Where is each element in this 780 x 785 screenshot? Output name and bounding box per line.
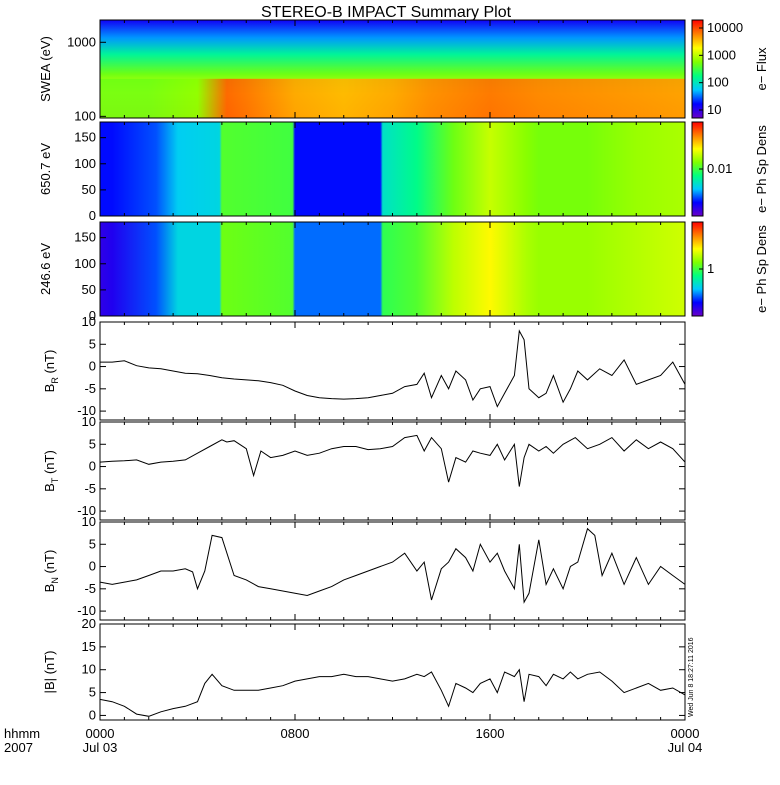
- x-tick-date-label: Jul 03: [83, 740, 118, 755]
- colorbar-tick-label: 10: [707, 102, 721, 117]
- colorbar-label: e− Ph Sp Dens: [754, 225, 769, 313]
- y-tick-label: 5: [89, 685, 96, 700]
- y-tick-label: 0: [89, 308, 96, 323]
- series-line-bmag: [99, 668, 686, 717]
- y-tick-label: -5: [84, 481, 96, 496]
- y-tick-label: 150: [74, 230, 96, 245]
- plot-title: STEREO-B IMPACT Summary Plot: [261, 4, 512, 21]
- y-tick-label: 0: [89, 559, 96, 574]
- pitch-angle-spectrogram: [100, 122, 685, 216]
- pitch-angle-spectrogram: [100, 222, 685, 316]
- colorbar-label: e− Ph Sp Dens: [754, 125, 769, 213]
- panel-br: -10 -5 0 5 10 BR (nT): [42, 314, 686, 421]
- y-tick-label: 10: [82, 514, 96, 529]
- series-line-br: [100, 329, 686, 408]
- y-tick-label: 0: [89, 459, 96, 474]
- swea-low-energy-band: [100, 78, 685, 118]
- y-tick-label: 10: [82, 662, 96, 677]
- colorbar-tick-label: 0.01: [707, 161, 732, 176]
- panel-frame: [99, 521, 686, 621]
- y-axis-label: 650.7 eV: [38, 143, 53, 195]
- panel-650-7-ev-pitch-angle: 650.7 eV 0 50 100 150 0.01 e− Ph Sp Dens: [38, 121, 769, 223]
- y-tick-label: -5: [84, 381, 96, 396]
- y-tick-label: 0: [89, 208, 96, 223]
- colorbar: [692, 222, 703, 316]
- y-tick-label: 150: [74, 130, 96, 145]
- colorbar-label: e− Flux: [754, 47, 769, 90]
- y-tick-label: -5: [84, 581, 96, 596]
- y-tick-label: 10: [82, 314, 96, 329]
- colorbar-tick-label: 1: [707, 261, 714, 276]
- panel-bn: -10 -5 0 5 10 BN (nT): [42, 514, 686, 621]
- y-tick-label: 100: [74, 156, 96, 171]
- y-tick-label: 50: [82, 282, 96, 297]
- series-line-bn: [99, 527, 686, 604]
- x-row1-label: hhmm: [4, 726, 40, 741]
- series-line-bt: [99, 434, 686, 487]
- y-axis-label: 246.6 eV: [38, 243, 53, 295]
- y-tick-label: 20: [82, 616, 96, 631]
- y-tick-label: 100: [74, 256, 96, 271]
- colorbar-tick-label: 1000: [707, 47, 736, 62]
- y-tick-label: 0: [89, 359, 96, 374]
- y-tick-label: 0: [89, 707, 96, 722]
- x-tick-label: 0800: [281, 726, 310, 741]
- colorbar: [692, 122, 703, 216]
- y-axis-label: BN (nT): [42, 550, 60, 593]
- colorbar-tick-label: 100: [707, 75, 729, 90]
- colorbar-tick-label: 10000: [707, 20, 743, 35]
- x-row2-label: 2007: [4, 740, 33, 755]
- y-axis-label: SWEA (eV): [38, 36, 53, 102]
- x-tick-date-label: Jul 04: [668, 740, 703, 755]
- y-tick-label: 15: [82, 639, 96, 654]
- timestamp: Wed Jun 8 18:27:11 2016: [688, 637, 695, 717]
- x-tick-label: 1600: [476, 726, 505, 741]
- y-tick-label: 100: [74, 108, 96, 123]
- panel-246-6-ev-pitch-angle: 246.6 eV 0 50 100 150 1 e− Ph Sp Dens: [38, 221, 769, 323]
- panel-swea: SWEA (eV) 100 1000 10 100 1000 10000 e− Flux: [38, 19, 769, 123]
- y-tick-label: -10: [77, 603, 96, 618]
- y-tick-label: -10: [77, 403, 96, 418]
- y-tick-label: 50: [82, 182, 96, 197]
- y-axis-label: |B| (nT): [42, 651, 57, 694]
- y-tick-label: 5: [89, 536, 96, 551]
- y-tick-label: 5: [89, 336, 96, 351]
- y-tick-label: 5: [89, 436, 96, 451]
- y-tick-label: 10: [82, 414, 96, 429]
- y-tick-label: -10: [77, 503, 96, 518]
- y-tick-label: 1000: [67, 34, 96, 49]
- panel-frame: [99, 421, 686, 521]
- x-tick-label: 0000: [671, 726, 700, 741]
- panel-bt: -10 -5 0 5 10 BT (nT): [42, 414, 686, 521]
- x-tick-label: 0000: [86, 726, 115, 741]
- panel-bmag: 0 5 10 15 20 |B| (nT): [42, 616, 686, 722]
- colorbar: [692, 20, 703, 118]
- colorbar-frame: [691, 19, 704, 119]
- y-axis-label: BT (nT): [42, 450, 60, 492]
- y-axis-label: BR (nT): [42, 350, 60, 393]
